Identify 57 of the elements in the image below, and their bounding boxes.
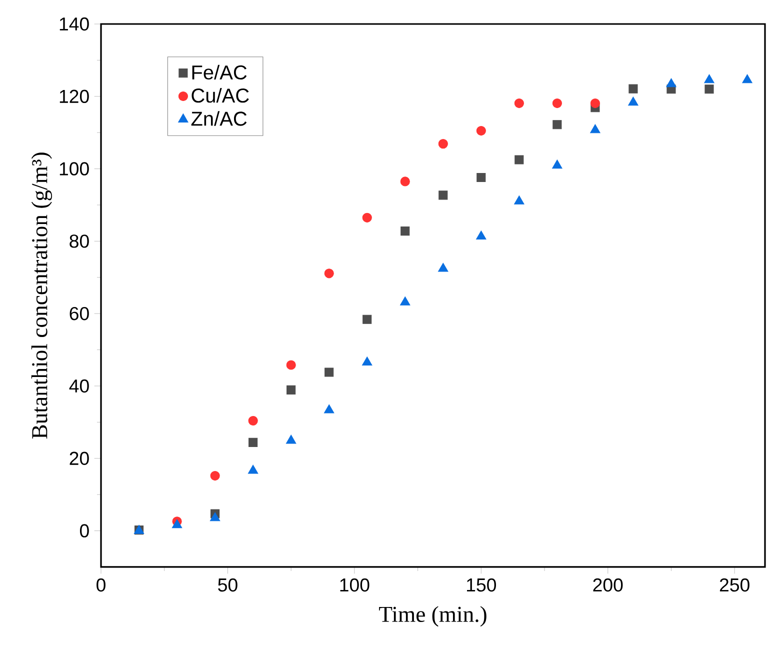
point: [590, 124, 600, 134]
point: [438, 139, 448, 149]
point: [552, 98, 562, 108]
point: [552, 120, 562, 130]
point: [742, 74, 752, 84]
point: [362, 356, 372, 366]
point: [514, 98, 524, 108]
point: [286, 360, 296, 370]
point: [476, 126, 486, 136]
legend-label: Cu/AC: [192, 88, 249, 103]
x-tick-label: 100: [340, 578, 370, 592]
y-axis-title: Butanthiol concentration (g/m³): [31, 152, 52, 439]
point: [286, 385, 296, 395]
y-tick-label: 20: [70, 452, 89, 465]
point: [552, 160, 562, 169]
point: [438, 190, 448, 200]
y-tick-label: 120: [60, 90, 89, 104]
point: [628, 84, 638, 94]
point: [248, 416, 258, 426]
x-tick-label: 250: [720, 578, 750, 592]
point: [438, 262, 448, 272]
y-tick-label: 100: [60, 162, 89, 176]
y-tick-label: 80: [70, 234, 89, 248]
y-tick-label: 0: [80, 524, 89, 538]
x-tick-label: 0: [96, 578, 106, 592]
point: [704, 74, 714, 84]
y-tick-label: 60: [70, 306, 89, 320]
point: [210, 512, 220, 522]
point: [248, 438, 258, 447]
point: [400, 226, 410, 236]
point: [666, 78, 676, 88]
point: [704, 84, 714, 94]
point: [514, 155, 524, 164]
point: [362, 314, 372, 324]
point: [400, 296, 410, 306]
y-tick-label: 40: [69, 379, 89, 393]
point: [400, 176, 410, 186]
point: [248, 464, 258, 474]
y-tick-label: 140: [60, 17, 89, 31]
point: [628, 96, 638, 106]
point: [324, 268, 334, 278]
point: [286, 434, 296, 444]
point: [324, 368, 334, 377]
point: [210, 470, 220, 481]
point: [362, 212, 372, 222]
legend-label: Fe/AC: [192, 64, 247, 80]
legend-label: Zn/AC: [191, 111, 247, 126]
point: [590, 98, 600, 108]
point: [514, 196, 524, 204]
x-tick-label: 200: [593, 578, 623, 592]
x-tick-label: 50: [218, 578, 238, 592]
point: [324, 404, 334, 414]
point: [476, 230, 486, 240]
x-tick-label: 150: [467, 578, 496, 592]
point: [476, 172, 486, 182]
point: [172, 519, 182, 528]
x-axis-title: Time (min.): [379, 606, 486, 627]
